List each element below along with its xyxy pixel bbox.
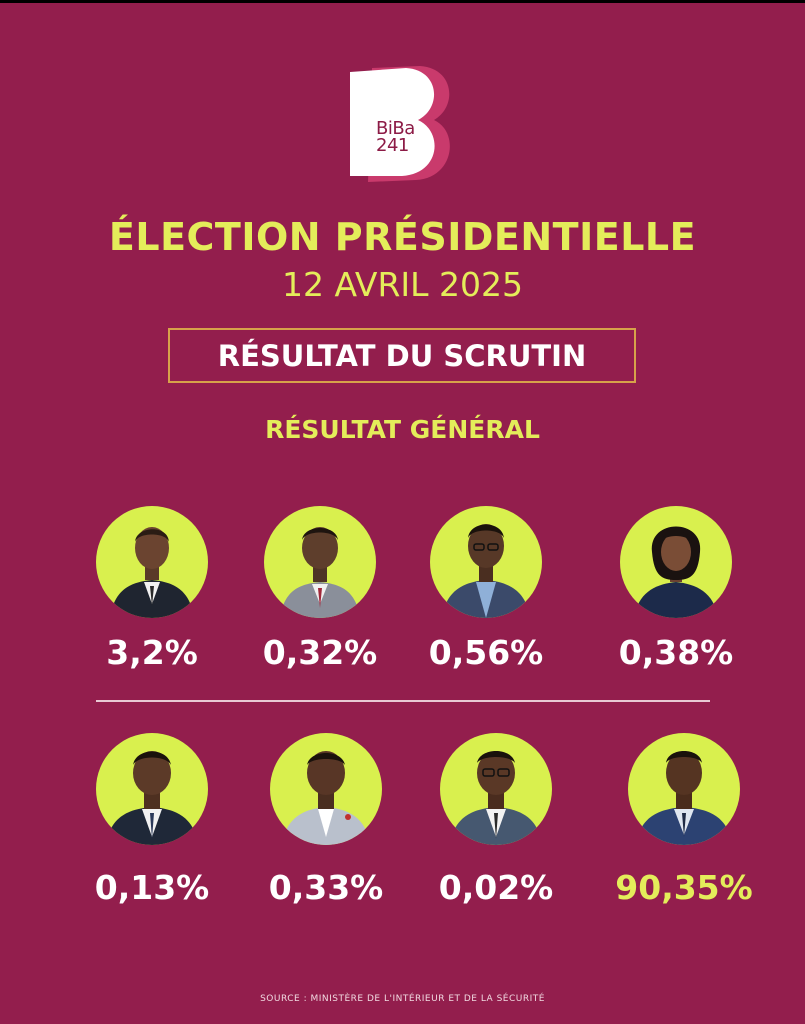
source-note: SOURCE : MINISTÈRE DE L'INTÉRIEUR ET DE … [260,994,545,1004]
candidate-card: 0,38% [586,506,766,686]
candidate-percent: 0,38% [618,633,734,672]
candidate-card: 0,13% [62,733,242,913]
candidate-percent: 0,13% [94,868,210,907]
candidate-photo [96,733,208,845]
candidate-photo [96,506,208,618]
scrutin-label-box: RÉSULTAT DU SCRUTIN [168,328,636,383]
page-title: ÉLECTION PRÉSIDENTIELLE [108,215,697,259]
candidate-percent-winner: 90,35% [615,868,753,907]
row-divider [96,700,710,702]
candidate-percent: 0,33% [268,868,384,907]
candidate-photo [620,506,732,618]
biba241-logo [344,60,456,184]
candidate-card: 3,2% [62,506,242,686]
candidate-photo [270,733,382,845]
candidate-percent: 3,2% [106,633,198,672]
election-date: 12 AVRIL 2025 [281,265,524,304]
section-subtitle: RÉSULTAT GÉNÉRAL [265,415,540,444]
logo-line-1: BiBa [376,118,415,139]
candidate-percent: 0,32% [262,633,378,672]
candidate-percent: 0,56% [428,633,544,672]
candidate-photo [628,733,740,845]
candidate-photo [440,733,552,845]
candidate-card: 90,35% [594,733,774,913]
poster: BiBa 241 ÉLECTION PRÉSIDENTIELLE 12 AVRI… [0,3,805,1024]
candidate-card: 0,32% [230,506,410,686]
logo-line-2: 241 [376,135,409,156]
logo-text: BiBa 241 [376,118,415,156]
candidate-card: 0,56% [396,506,576,686]
candidate-card: 0,33% [236,733,416,913]
candidate-photo [264,506,376,618]
candidate-photo [430,506,542,618]
candidate-percent: 0,02% [438,868,554,907]
candidate-card: 0,02% [406,733,586,913]
scrutin-label: RÉSULTAT DU SCRUTIN [217,338,587,373]
